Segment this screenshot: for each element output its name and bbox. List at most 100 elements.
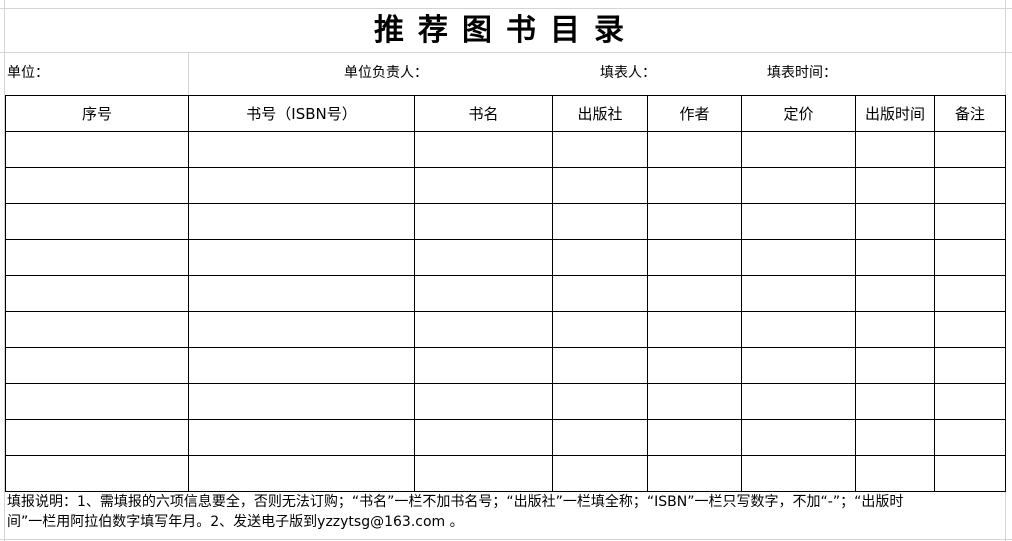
column-header: 出版社 [552,95,648,132]
table-cell[interactable] [552,167,648,204]
table-cell[interactable] [414,419,553,456]
table-cell[interactable] [5,311,189,348]
table-cell[interactable] [855,203,935,240]
filling-instructions: 填报说明：1、需填报的六项信息要全，否则无法订购；“书名”一栏不加书名号；“出版… [7,494,904,530]
column-header: 序号 [5,95,189,132]
table-cell[interactable] [552,275,648,312]
table-cell[interactable] [552,311,648,348]
table-cell[interactable] [414,203,553,240]
table-cell[interactable] [855,311,935,348]
table-cell[interactable] [5,347,189,384]
table-cell[interactable] [741,383,856,420]
gridline [0,8,1012,9]
table-cell[interactable] [5,383,189,420]
table-cell[interactable] [414,383,553,420]
table-row [5,167,1006,204]
table-cell[interactable] [5,419,189,456]
table-cell[interactable] [188,275,415,312]
table-cell[interactable] [552,419,648,456]
table-row [5,275,1006,312]
table-cell[interactable] [741,239,856,276]
table-cell[interactable] [934,203,1006,240]
table-cell[interactable] [188,167,415,204]
gridline [188,52,189,95]
table-cell[interactable] [5,167,189,204]
table-cell[interactable] [741,455,856,492]
table-cell[interactable] [414,167,553,204]
table-cell[interactable] [5,275,189,312]
table-cell[interactable] [647,455,742,492]
table-cell[interactable] [934,383,1006,420]
column-header: 出版时间 [855,95,935,132]
table-cell[interactable] [855,239,935,276]
table-cell[interactable] [855,275,935,312]
table-cell[interactable] [741,131,856,168]
column-header: 备注 [934,95,1006,132]
table-cell[interactable] [552,383,648,420]
table-cell[interactable] [934,131,1006,168]
table-cell[interactable] [188,347,415,384]
table-cell[interactable] [855,455,935,492]
table-cell[interactable] [855,419,935,456]
table-cell[interactable] [647,419,742,456]
table-cell[interactable] [855,347,935,384]
table-cell[interactable] [741,347,856,384]
table-cell[interactable] [934,347,1006,384]
table-cell[interactable] [855,383,935,420]
table-cell[interactable] [855,167,935,204]
table-cell[interactable] [647,167,742,204]
table-cell[interactable] [188,239,415,276]
table-cell[interactable] [414,455,553,492]
table-row [5,203,1006,240]
table-row [5,131,1006,168]
table-cell[interactable] [552,239,648,276]
table-cell[interactable] [647,239,742,276]
table-cell[interactable] [934,275,1006,312]
table-cell[interactable] [647,203,742,240]
table-cell[interactable] [5,203,189,240]
table-cell[interactable] [934,419,1006,456]
table-cell[interactable] [414,275,553,312]
table-row [5,419,1006,456]
table-cell[interactable] [188,419,415,456]
table-cell[interactable] [188,311,415,348]
table-cell[interactable] [647,311,742,348]
table-cell[interactable] [188,131,415,168]
table-cell[interactable] [934,167,1006,204]
table-row [5,455,1006,492]
table-cell[interactable] [188,383,415,420]
table-cell[interactable] [414,347,553,384]
table-cell[interactable] [552,203,648,240]
table-cell[interactable] [741,275,856,312]
table-cell[interactable] [414,131,553,168]
table-cell[interactable] [934,455,1006,492]
table-cell[interactable] [5,131,189,168]
table-cell[interactable] [5,239,189,276]
page-title: 推荐图书目录 [374,13,638,48]
table-cell[interactable] [934,239,1006,276]
table-cell[interactable] [934,311,1006,348]
table-cell[interactable] [188,455,415,492]
table-cell[interactable] [647,131,742,168]
table-cell[interactable] [647,275,742,312]
table-cell[interactable] [552,455,648,492]
table-cell[interactable] [741,203,856,240]
table-cell[interactable] [414,311,553,348]
table-cell[interactable] [741,419,856,456]
gridline [0,52,1012,53]
table-cell[interactable] [741,311,856,348]
table-cell[interactable] [552,131,648,168]
table-cell[interactable] [855,131,935,168]
table-cell[interactable] [741,167,856,204]
table-cell[interactable] [647,347,742,384]
table-row [5,347,1006,384]
table-cell[interactable] [552,347,648,384]
gridline [4,0,5,541]
table-cell[interactable] [188,203,415,240]
table-cell[interactable] [414,239,553,276]
table-row [5,383,1006,420]
table-cell[interactable] [5,455,189,492]
gridline [1005,0,1006,541]
table-header-row: 序号 书号（ISBN号） 书名 出版社 作者 定价 出版时间 备注 [5,95,1006,132]
table-cell[interactable] [647,383,742,420]
